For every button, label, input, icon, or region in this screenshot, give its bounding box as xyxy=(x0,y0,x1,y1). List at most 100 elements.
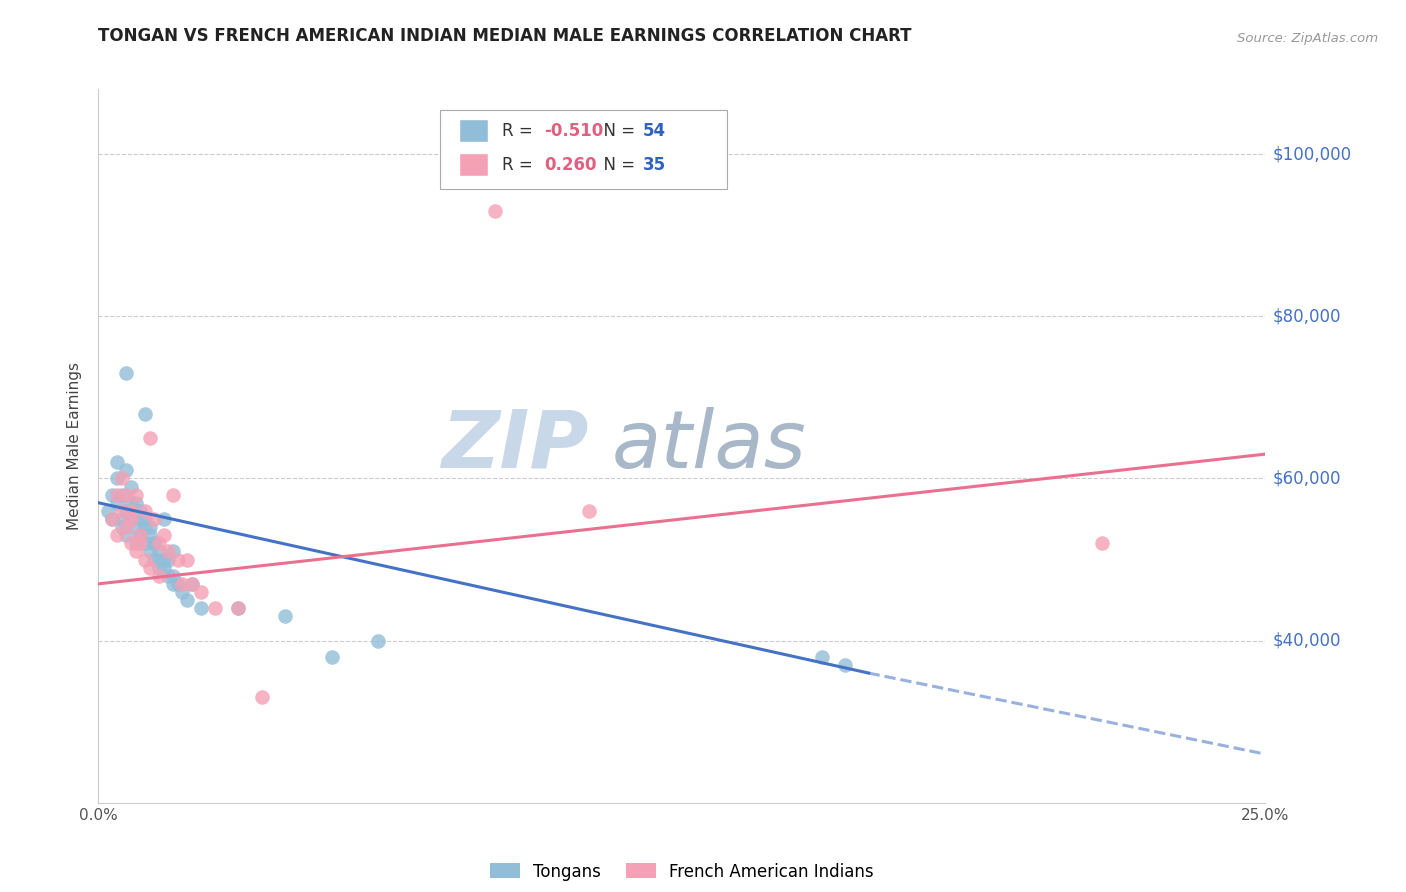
Point xyxy=(129,504,152,518)
Point xyxy=(111,512,134,526)
Point xyxy=(152,552,174,566)
Point xyxy=(134,552,156,566)
Point xyxy=(162,577,184,591)
Point xyxy=(115,520,138,534)
Point xyxy=(274,609,297,624)
Text: R =: R = xyxy=(502,156,538,174)
Point xyxy=(120,479,142,493)
Point xyxy=(111,488,134,502)
Point xyxy=(134,407,156,421)
Point xyxy=(172,577,194,591)
Point xyxy=(105,471,128,485)
Point xyxy=(484,203,506,218)
Point xyxy=(152,528,174,542)
Point xyxy=(115,366,138,380)
Point xyxy=(125,488,148,502)
Point xyxy=(321,649,343,664)
Text: Source: ZipAtlas.com: Source: ZipAtlas.com xyxy=(1237,31,1378,45)
Point xyxy=(367,633,389,648)
Point xyxy=(162,568,184,582)
Point xyxy=(180,577,202,591)
Point xyxy=(139,544,162,558)
Point xyxy=(148,552,170,566)
Point xyxy=(152,560,174,574)
Point xyxy=(120,496,142,510)
Point xyxy=(143,512,166,526)
Point xyxy=(101,512,124,526)
Point xyxy=(204,601,226,615)
Point xyxy=(105,528,128,542)
Point xyxy=(129,536,152,550)
Point xyxy=(176,552,198,566)
Point xyxy=(180,577,202,591)
Point xyxy=(120,504,142,518)
Point xyxy=(148,536,170,550)
Point xyxy=(148,568,170,582)
Point xyxy=(129,528,152,542)
Point xyxy=(162,488,184,502)
Point xyxy=(111,471,134,485)
Point xyxy=(811,649,834,664)
Point xyxy=(120,512,142,526)
Point xyxy=(228,601,250,615)
Text: $60,000: $60,000 xyxy=(1272,469,1341,487)
Point xyxy=(97,504,120,518)
Point xyxy=(125,536,148,550)
Text: R =: R = xyxy=(502,122,538,140)
Point xyxy=(139,528,162,542)
Point xyxy=(115,488,138,502)
Text: atlas: atlas xyxy=(612,407,807,485)
Text: N =: N = xyxy=(593,122,641,140)
Point xyxy=(148,544,170,558)
Text: -0.510: -0.510 xyxy=(544,122,603,140)
Point xyxy=(125,544,148,558)
Point xyxy=(578,504,600,518)
Point xyxy=(115,528,138,542)
Point xyxy=(139,431,162,445)
Point xyxy=(190,601,212,615)
Text: $40,000: $40,000 xyxy=(1272,632,1341,649)
Text: 35: 35 xyxy=(643,156,665,174)
Point xyxy=(139,520,162,534)
Text: $100,000: $100,000 xyxy=(1272,145,1351,163)
Point xyxy=(129,512,152,526)
Point xyxy=(134,512,156,526)
Point xyxy=(129,528,152,542)
Point xyxy=(105,455,128,469)
Point xyxy=(176,593,198,607)
Point xyxy=(190,585,212,599)
Point xyxy=(139,560,162,574)
Point xyxy=(157,568,180,582)
Text: 0.260: 0.260 xyxy=(544,156,596,174)
Point xyxy=(152,512,174,526)
Point xyxy=(134,520,156,534)
Point xyxy=(157,544,180,558)
Point xyxy=(120,536,142,550)
Point xyxy=(111,520,134,534)
Y-axis label: Median Male Earnings: Median Male Earnings xyxy=(67,362,83,530)
Point xyxy=(834,657,856,672)
Point xyxy=(134,504,156,518)
Legend: Tongans, French American Indians: Tongans, French American Indians xyxy=(484,856,880,888)
Point xyxy=(115,504,138,518)
Point xyxy=(101,512,124,526)
Point xyxy=(143,536,166,550)
Point xyxy=(166,552,188,566)
Text: ZIP: ZIP xyxy=(441,407,589,485)
Point xyxy=(101,488,124,502)
Text: 54: 54 xyxy=(643,122,665,140)
Point xyxy=(228,601,250,615)
Point xyxy=(105,488,128,502)
Point xyxy=(148,560,170,574)
Point xyxy=(125,496,148,510)
Point xyxy=(134,536,156,550)
Point xyxy=(250,690,273,705)
Point xyxy=(105,496,128,510)
Point xyxy=(1091,536,1114,550)
Point xyxy=(172,585,194,599)
Text: N =: N = xyxy=(593,156,641,174)
Point xyxy=(125,520,148,534)
Point xyxy=(162,544,184,558)
Point xyxy=(120,512,142,526)
Point xyxy=(115,463,138,477)
